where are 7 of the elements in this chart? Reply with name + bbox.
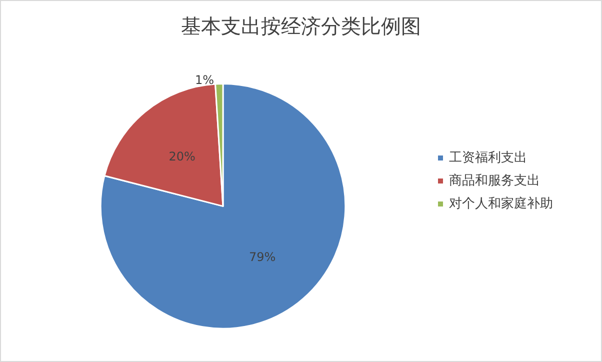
legend-label: 对个人和家庭补助 <box>449 196 553 212</box>
chart-title: 基本支出按经济分类比例图 <box>181 14 421 38</box>
legend-label: 工资福利支出 <box>449 150 527 166</box>
data-label: 1% <box>194 72 214 87</box>
legend-label: 商品和服务支出 <box>449 174 540 188</box>
data-label: 20% <box>168 150 196 164</box>
data-label: 79% <box>249 250 276 264</box>
